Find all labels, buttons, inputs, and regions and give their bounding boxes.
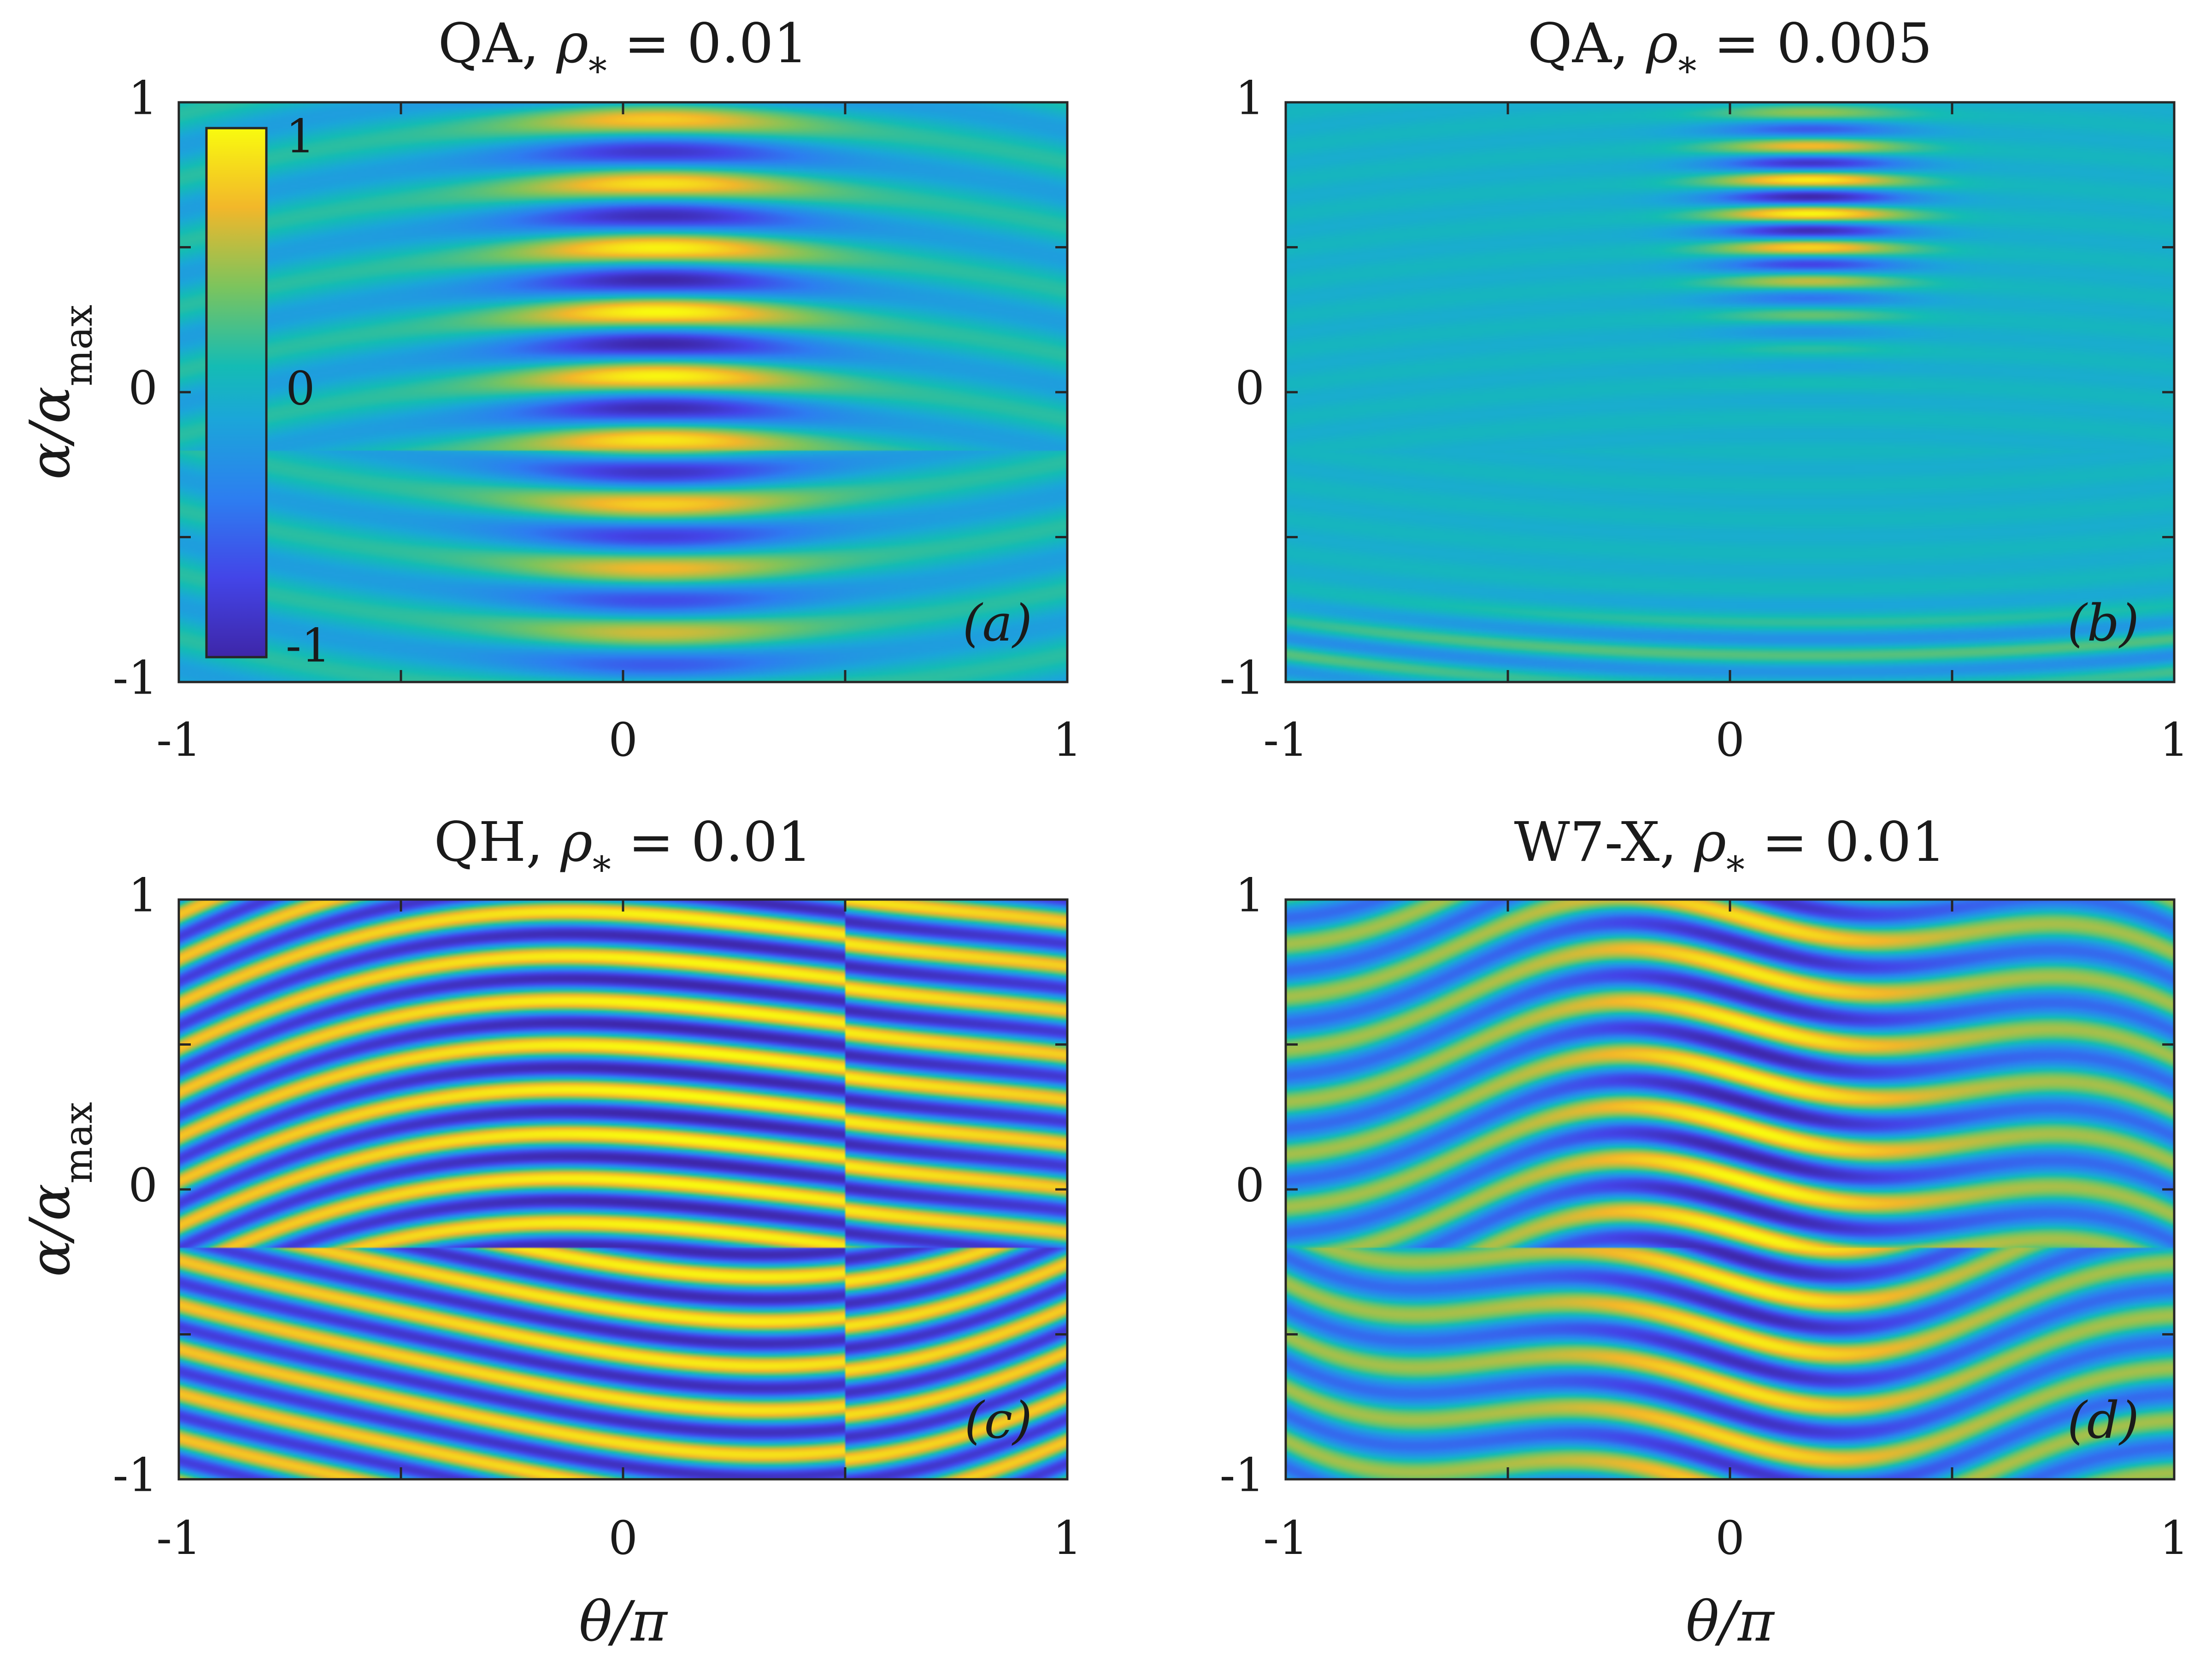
- panel-a-y-tick-label-top: 1: [128, 71, 158, 125]
- colorbar-tick-label-mid: 0: [286, 362, 315, 416]
- panel-b-y-tick-label-bottom: -1: [1220, 651, 1265, 705]
- colorbar-frame: [205, 127, 268, 659]
- panel-b-y-tick-labels: 1 0 -1: [1220, 71, 1265, 705]
- panel-d-ticks: [1284, 898, 2176, 1481]
- panel-a-x-tick-label-left: -1: [156, 713, 201, 767]
- panel-a-y-tick-label-mid: 0: [128, 361, 158, 415]
- panel-c-x-axis-label: θ/π: [579, 1590, 668, 1654]
- panel-c: QH, ρ* = 0.01 -1 0 1 1 0 -1 α/αmax θ/π (…: [18, 810, 1082, 1654]
- panel-d-x-tick-label-center: 0: [1715, 1511, 1745, 1565]
- panel-b-heatmap: [1286, 102, 2174, 682]
- panel-b-x-tick-label-center: 0: [1715, 713, 1745, 767]
- panel-c-x-tick-label-center: 0: [608, 1511, 638, 1565]
- panel-b: QA, ρ* = 0.005 -1 0 1 1 0 -1 (b): [1220, 12, 2189, 767]
- panel-c-x-tick-labels: -1 0 1: [156, 1511, 1082, 1565]
- panel-c-title: QH, ρ* = 0.01: [434, 810, 812, 891]
- panel-d-heatmap: [1286, 900, 2174, 1479]
- panel-d-y-tick-label-mid: 0: [1235, 1159, 1265, 1212]
- panel-b-y-tick-label-top: 1: [1235, 71, 1265, 125]
- panel-a-title: QA, ρ* = 0.01: [438, 12, 808, 93]
- panel-a-x-tick-label-center: 0: [608, 713, 638, 767]
- panel-b-letter: (b): [2067, 594, 2139, 653]
- panel-c-y-tick-label-mid: 0: [128, 1159, 158, 1212]
- panel-d-x-tick-labels: -1 0 1: [1263, 1511, 2189, 1565]
- panel-c-y-tick-label-top: 1: [128, 869, 158, 923]
- panel-d-y-tick-label-top: 1: [1235, 869, 1265, 923]
- panel-c-x-tick-label-left: -1: [156, 1511, 201, 1565]
- colorbar-tick-label-bottom: -1: [286, 619, 330, 673]
- panel-d-letter: (d): [2067, 1391, 2139, 1450]
- panel-c-letter: (c): [965, 1391, 1032, 1450]
- colorbar-tick-label-top: 1: [286, 110, 315, 164]
- panel-a-colorbar: 1 0 -1: [205, 110, 330, 673]
- panel-a-heatmap: [179, 102, 1067, 682]
- panel-b-x-tick-labels: -1 0 1: [1263, 713, 2189, 767]
- panel-a-ticks: [177, 101, 1069, 683]
- panel-c-x-tick-label-right: 1: [1053, 1511, 1082, 1565]
- panel-c-ticks: [177, 898, 1069, 1481]
- panel-c-y-tick-labels: 1 0 -1: [113, 869, 158, 1502]
- panel-d-y-tick-label-bottom: -1: [1220, 1448, 1265, 1502]
- colorbar-gradient: [206, 128, 266, 657]
- panel-b-ticks: [1284, 101, 2176, 683]
- panel-a: QA, ρ* = 0.01 1 0 -1 -1 0 1 1 0 -1 α/αma…: [18, 12, 1082, 767]
- panel-a-letter: (a): [963, 594, 1032, 653]
- panel-b-x-tick-label-left: -1: [1263, 713, 1308, 767]
- panel-b-y-tick-label-mid: 0: [1235, 361, 1265, 415]
- panel-d-x-tick-label-left: -1: [1263, 1511, 1308, 1565]
- panel-d: W7-X, ρ* = 0.01 -1 0 1 1 0 -1 θ/π (d): [1220, 810, 2189, 1654]
- panel-a-x-tick-label-right: 1: [1053, 713, 1082, 767]
- panel-c-heatmap: [179, 900, 1067, 1479]
- panel-d-x-tick-label-right: 1: [2159, 1511, 2189, 1565]
- panel-d-y-tick-labels: 1 0 -1: [1220, 869, 1265, 1502]
- panel-a-y-axis-label: α/αmax: [18, 305, 101, 480]
- panel-b-x-tick-label-right: 1: [2159, 713, 2189, 767]
- panel-d-title: W7-X, ρ* = 0.01: [1514, 810, 1946, 891]
- panel-a-x-tick-labels: -1 0 1: [156, 713, 1082, 767]
- panel-d-x-axis-label: θ/π: [1686, 1590, 1775, 1654]
- panel-a-y-tick-label-bottom: -1: [113, 651, 158, 705]
- panel-c-y-tick-label-bottom: -1: [113, 1448, 158, 1502]
- panel-b-title: QA, ρ* = 0.005: [1528, 12, 1932, 93]
- panel-c-y-axis-label: α/αmax: [18, 1102, 101, 1277]
- panel-a-y-tick-labels: 1 0 -1: [113, 71, 158, 705]
